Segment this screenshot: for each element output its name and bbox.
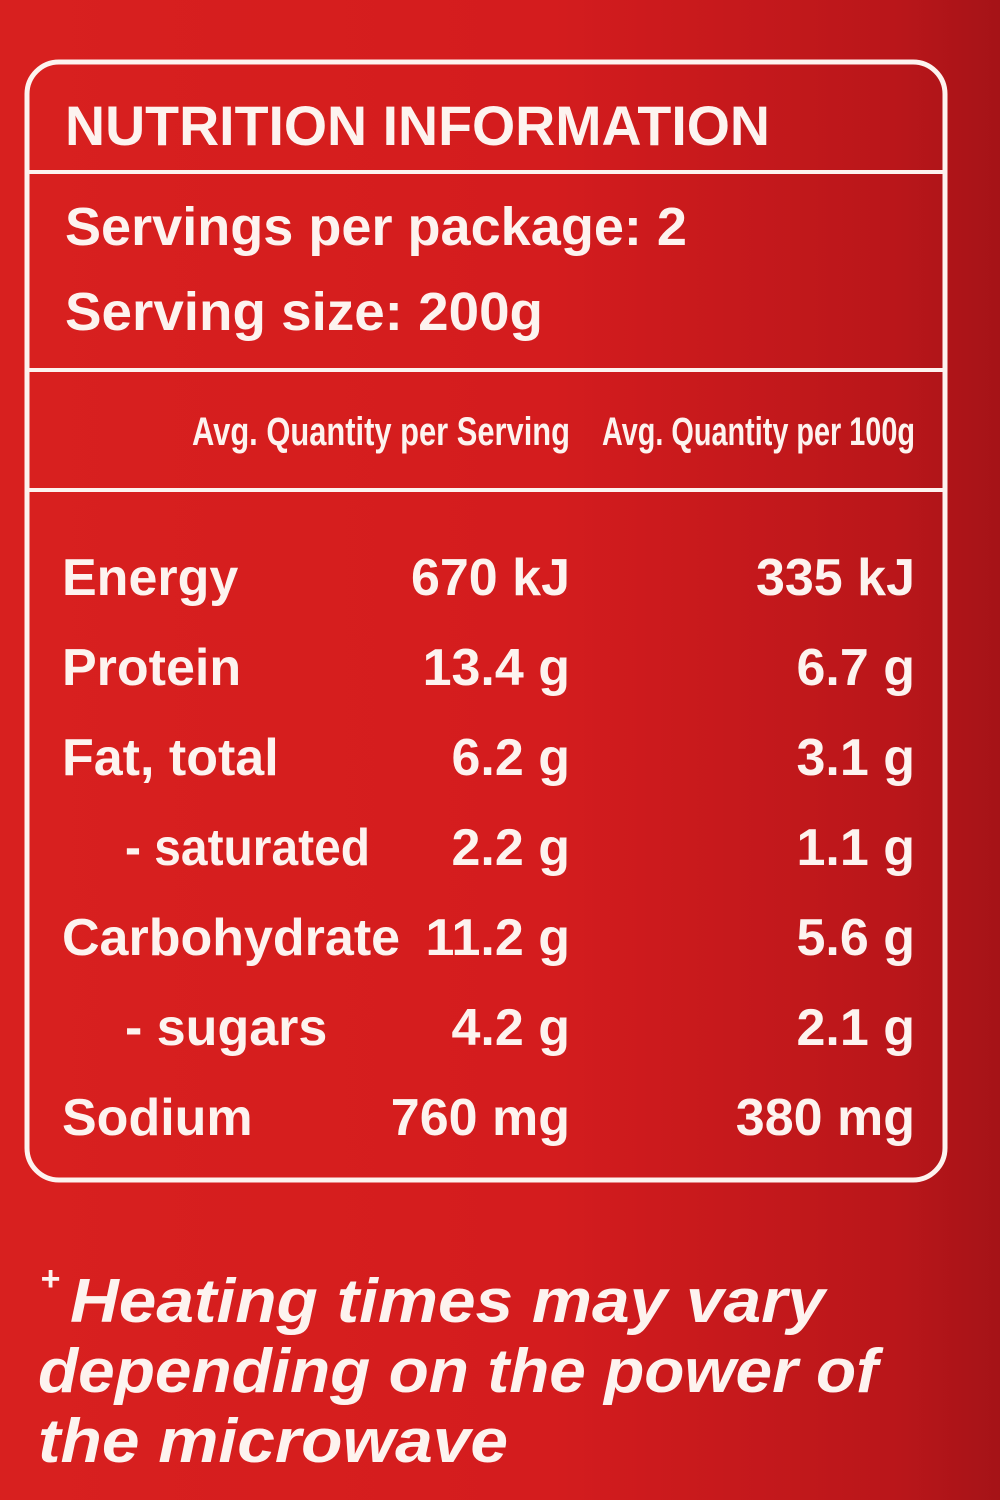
per-serving: 6.2 g xyxy=(452,729,571,787)
per-100g: 3.1 g xyxy=(797,729,916,787)
nutrient-name: - saturated xyxy=(125,819,370,877)
per-100g: 335 kJ xyxy=(756,549,915,607)
nutrient-name: Protein xyxy=(62,639,241,697)
title: NUTRITION INFORMATION xyxy=(65,94,770,157)
per-100g: 380 mg xyxy=(736,1089,915,1147)
per-serving: 760 mg xyxy=(391,1089,570,1147)
nutrient-name: - sugars xyxy=(125,999,327,1057)
nutrient-name: Sodium xyxy=(62,1089,253,1147)
servings-line: Servings per package: 2 xyxy=(65,197,687,257)
column-header: Avg. Quantity per Serving xyxy=(192,410,570,454)
per-100g: 1.1 g xyxy=(797,819,916,877)
footnote-mark: + xyxy=(40,1260,60,1298)
nutrient-name: Fat, total xyxy=(62,729,279,787)
per-serving: 2.2 g xyxy=(452,819,571,877)
footnote-line: depending on the power of xyxy=(38,1337,884,1406)
per-100g: 2.1 g xyxy=(797,999,916,1057)
table-rows: Energy 670 kJ 335 kJ Protein 13.4 g 6.7 g Fat,… xyxy=(62,549,915,1147)
per-serving: 13.4 g xyxy=(423,639,570,697)
panel-border xyxy=(24,59,948,1183)
per-serving: 4.2 g xyxy=(452,999,571,1057)
column-header: Avg. Quantity per 100g xyxy=(602,410,915,454)
servings-line: Serving size: 200g xyxy=(65,282,543,342)
nutrient-name: Energy xyxy=(62,549,238,607)
per-100g: 5.6 g xyxy=(797,909,916,967)
footnote-line: the microwave xyxy=(38,1407,508,1476)
nutrient-name: Carbohydrate xyxy=(62,909,400,967)
footnote-line: Heating times may vary xyxy=(70,1267,829,1336)
per-100g: 6.7 g xyxy=(797,639,916,697)
per-serving: 11.2 g xyxy=(425,909,570,967)
per-serving: 670 kJ xyxy=(411,549,570,607)
